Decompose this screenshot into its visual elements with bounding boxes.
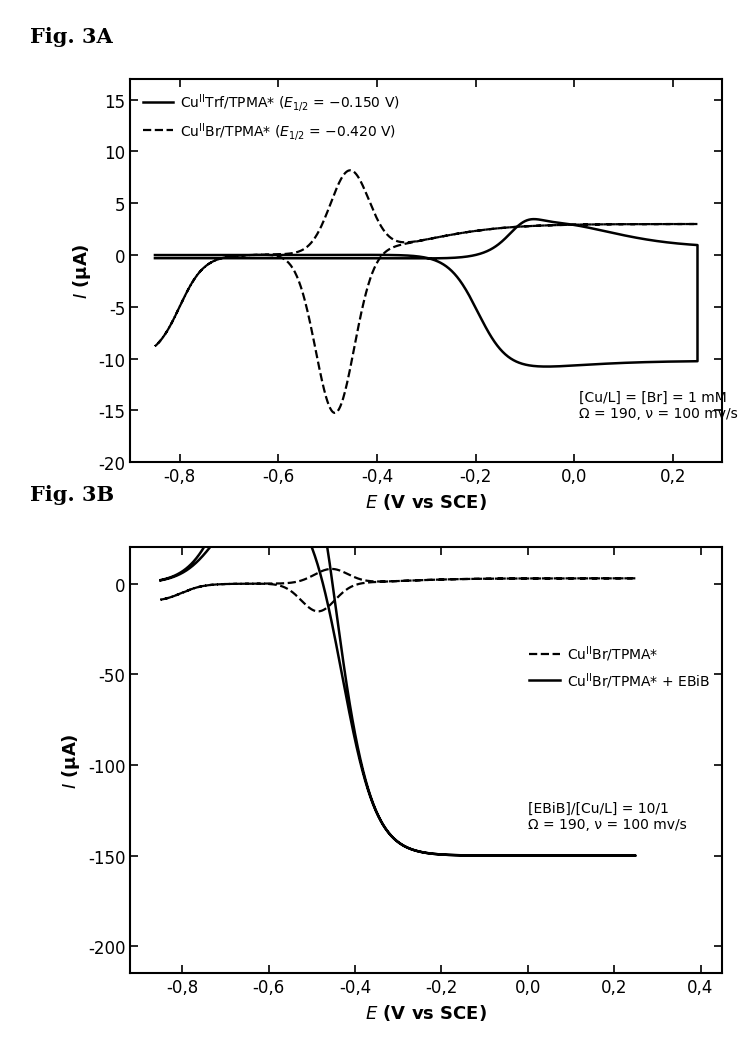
Text: Fig. 3B: Fig. 3B [30, 484, 114, 504]
Y-axis label: $I$ (µA): $I$ (µA) [71, 244, 93, 299]
Legend: Cu$^{\rm II}$Br/TPMA*, Cu$^{\rm II}$Br/TPMA* + EBiB: Cu$^{\rm II}$Br/TPMA*, Cu$^{\rm II}$Br/T… [523, 638, 715, 696]
X-axis label: $E$ (V vs SCE): $E$ (V vs SCE) [365, 1002, 487, 1021]
Y-axis label: $I$ (µA): $I$ (µA) [60, 733, 83, 788]
Text: [EBiB]/[Cu/L] = 10/1
Ω = 190, ν = 100 mv/s: [EBiB]/[Cu/L] = 10/1 Ω = 190, ν = 100 mv… [527, 801, 686, 832]
Text: Fig. 3A: Fig. 3A [30, 27, 112, 47]
Legend: Cu$^{\rm II}$Trf/TPMA* ($E_{1/2}$ = $-$0.150 V), Cu$^{\rm II}$Br/TPMA* ($E_{1/2}: Cu$^{\rm II}$Trf/TPMA* ($E_{1/2}$ = $-$0… [137, 87, 405, 148]
X-axis label: $E$ (V vs SCE): $E$ (V vs SCE) [365, 492, 487, 511]
Text: [Cu/L] = [Br] = 1 mM
Ω = 190, ν = 100 mv/s: [Cu/L] = [Br] = 1 mM Ω = 190, ν = 100 mv… [579, 390, 737, 420]
